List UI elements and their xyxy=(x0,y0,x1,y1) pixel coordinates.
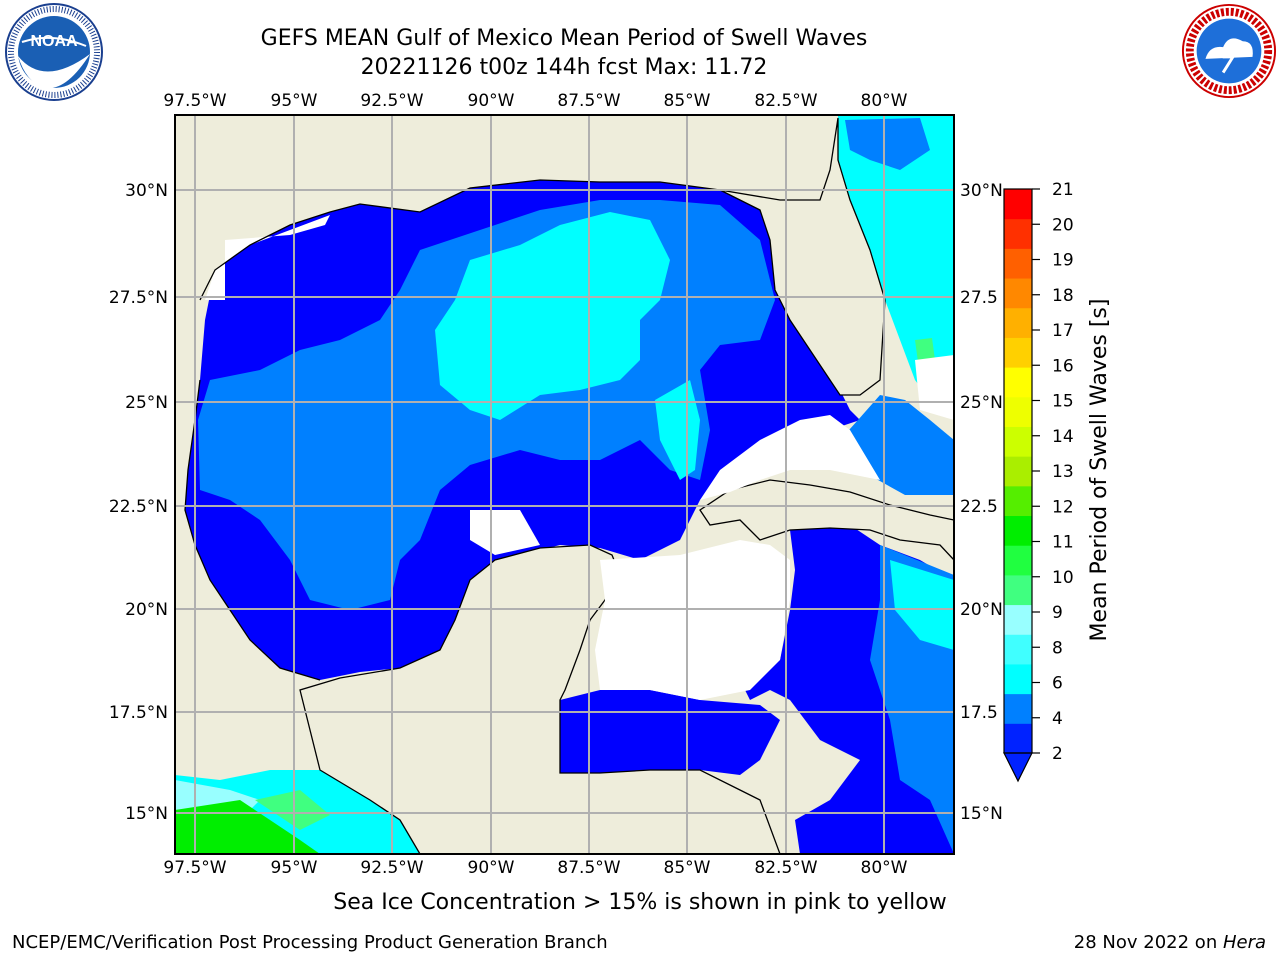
lon-label-top: 85°W xyxy=(664,91,711,111)
colorbar-tick-label: 19 xyxy=(1052,251,1074,271)
lon-label-bottom: 95°W xyxy=(271,858,318,878)
lon-label-bottom: 87.5°W xyxy=(557,858,620,878)
lat-label-right: 27.5 xyxy=(960,288,998,308)
nws-logo-icon xyxy=(1181,3,1277,99)
lat-label-left: 27.5°N xyxy=(109,288,168,308)
colorbar-tick-label: 13 xyxy=(1052,462,1074,482)
lon-label-top: 90°W xyxy=(468,91,515,111)
colorbar-tick-label: 20 xyxy=(1052,215,1074,235)
colorbar-swatch xyxy=(1004,663,1032,695)
colorbar-tick-label: 2 xyxy=(1052,744,1063,764)
noaa-logo-icon: NOAA xyxy=(5,3,103,101)
colorbar: 2 4 6 8 9 10 11 12 13 14 15 16 17 18 19 20 21 xyxy=(1003,180,1074,783)
colorbar-swatch xyxy=(1004,426,1032,457)
colorbar-swatch xyxy=(1004,248,1032,279)
lat-label-left: 15°N xyxy=(125,804,168,824)
lon-label-top: 95°W xyxy=(271,91,318,111)
colorbar-swatch xyxy=(1004,278,1032,309)
colorbar-tick-label: 12 xyxy=(1052,497,1074,517)
nodata-region xyxy=(700,415,880,500)
colorbar-swatch xyxy=(1004,723,1032,754)
lon-label-top: 82.5°W xyxy=(754,91,817,111)
lon-label-top: 97.5°W xyxy=(163,91,226,111)
map-area xyxy=(175,115,954,854)
host-name: Hera xyxy=(1222,932,1266,953)
lon-label-top: 80°W xyxy=(861,91,908,111)
colorbar-swatch xyxy=(1004,515,1032,546)
colorbar-tick-label: 11 xyxy=(1052,533,1074,553)
date-text: 28 Nov 2022 on xyxy=(1073,932,1223,953)
colorbar-swatch xyxy=(1004,337,1032,368)
lon-label-bottom: 85°W xyxy=(664,858,711,878)
colorbar-swatch xyxy=(1004,307,1032,338)
lon-label-top: 87.5°W xyxy=(557,91,620,111)
graticule xyxy=(175,115,954,854)
credit-text: NCEP/EMC/Verification Post Processing Pr… xyxy=(12,932,608,953)
lat-label-left: 17.5°N xyxy=(109,703,168,723)
lon-label-bottom: 90°W xyxy=(468,858,515,878)
lon-labels-bottom: 97.5°W 95°W 92.5°W 90°W 87.5°W 85°W 82.5… xyxy=(163,858,907,878)
lon-label-bottom: 82.5°W xyxy=(754,858,817,878)
lat-label-right: 30°N xyxy=(960,181,1003,201)
colorbar-swatch xyxy=(1004,367,1032,398)
lat-label-right: 17.5 xyxy=(960,703,998,723)
colorbar-tick-label: 4 xyxy=(1052,709,1063,729)
colorbar-swatch xyxy=(1004,485,1032,517)
lat-label-right: 15°N xyxy=(960,804,1003,824)
colorbar-tick-label: 18 xyxy=(1052,286,1074,306)
lat-labels-right: 30°N 27.5 25°N 22.5 20°N 17.5 15°N xyxy=(960,181,1003,824)
colorbar-tick-label: 16 xyxy=(1052,356,1074,376)
colorbar-swatch xyxy=(1004,574,1032,606)
lon-label-bottom: 97.5°W xyxy=(163,858,226,878)
lat-label-right: 22.5 xyxy=(960,497,998,517)
colorbar-swatch xyxy=(1004,189,1032,220)
map-frame xyxy=(174,114,955,855)
florida-land xyxy=(719,117,886,396)
atlantic-swell-region xyxy=(838,115,954,400)
lat-label-right: 25°N xyxy=(960,393,1003,413)
lon-label-bottom: 92.5°W xyxy=(360,858,423,878)
colorbar-swatch xyxy=(1004,218,1032,249)
colorbar-tick-label: 21 xyxy=(1052,180,1074,200)
lon-label-bottom: 80°W xyxy=(861,858,908,878)
colorbar-swatch xyxy=(1004,634,1032,665)
colorbar-tick-label: 8 xyxy=(1052,638,1063,658)
colorbar-tick-label: 10 xyxy=(1052,568,1074,588)
lat-label-left: 30°N xyxy=(125,181,168,201)
colorbar-swatch xyxy=(1004,604,1032,635)
colorbar-tick-label: 15 xyxy=(1052,392,1074,412)
date-stamp: 28 Nov 2022 on Hera xyxy=(1074,932,1266,953)
colorbar-tick-label: 6 xyxy=(1052,674,1063,694)
sea-ice-note: Sea Ice Concentration > 15% is shown in … xyxy=(333,890,947,915)
colorbar-tick-label: 14 xyxy=(1052,427,1074,447)
colorbar-swatch xyxy=(1004,545,1032,576)
lat-labels-left: 30°N 27.5°N 25°N 22.5°N 20°N 17.5°N 15°N xyxy=(109,181,168,824)
lat-label-left: 22.5°N xyxy=(109,497,168,517)
lon-labels-top: 97.5°W 95°W 92.5°W 90°W 87.5°W 85°W 82.5… xyxy=(163,91,907,111)
svg-text:NOAA: NOAA xyxy=(30,33,78,50)
colorbar-tick-label: 9 xyxy=(1052,603,1063,623)
gulf-swell-core xyxy=(435,212,670,420)
lat-label-right: 20°N xyxy=(960,600,1003,620)
colorbar-extend-triangle xyxy=(1003,752,1033,783)
chart-title: GEFS MEAN Gulf of Mexico Mean Period of … xyxy=(260,26,868,51)
colorbar-swatch xyxy=(1004,396,1032,427)
chart-subtitle: 20221126 t00z 144h fcst Max: 11.72 xyxy=(360,55,768,80)
colorbar-label: Mean Period of Swell Waves [s] xyxy=(1087,299,1112,642)
lat-label-left: 20°N xyxy=(125,600,168,620)
colorbar-tick-label: 17 xyxy=(1052,321,1074,341)
cuba-land xyxy=(699,479,954,561)
colorbar-swatch xyxy=(1004,456,1032,487)
colorbar-swatch xyxy=(1004,693,1032,724)
us-coastline xyxy=(199,179,721,301)
lat-label-left: 25°N xyxy=(125,393,168,413)
lon-label-top: 92.5°W xyxy=(360,91,423,111)
